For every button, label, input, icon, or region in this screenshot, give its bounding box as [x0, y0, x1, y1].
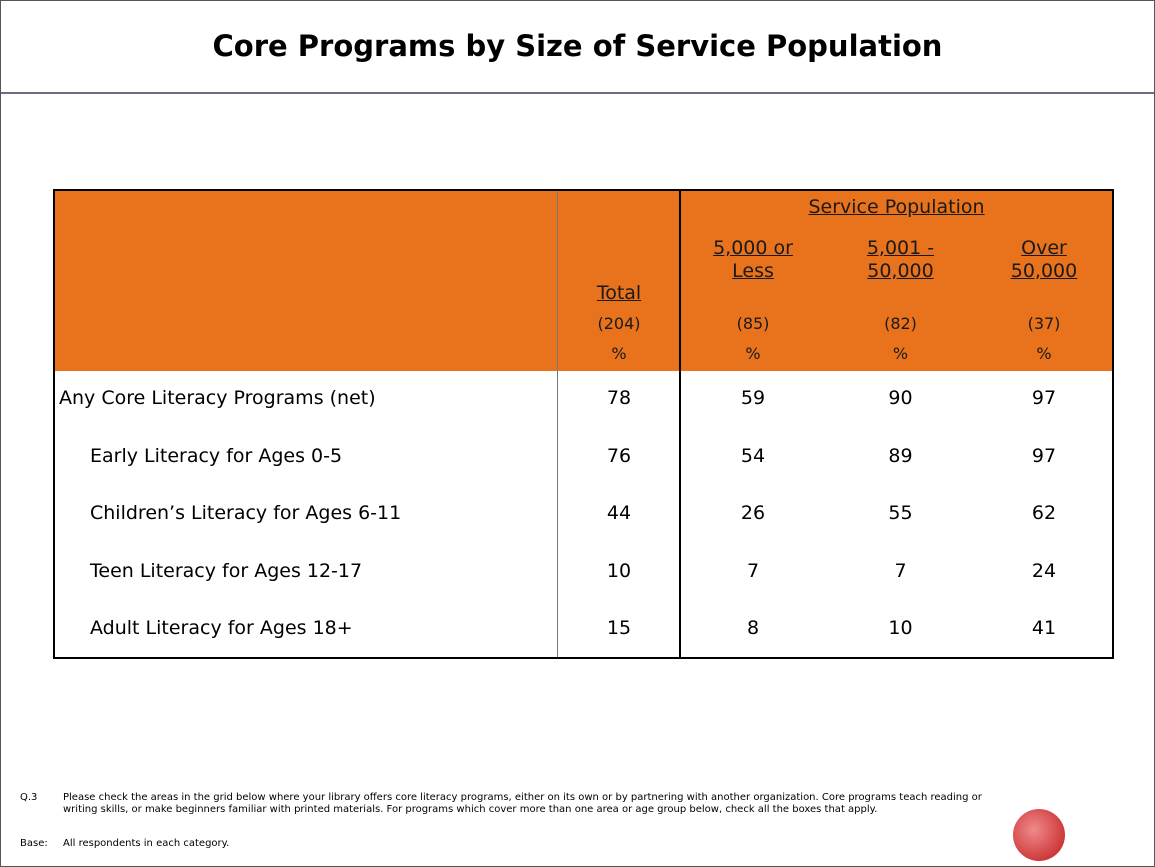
footnote-text: Please check the areas in the grid below…: [63, 792, 982, 815]
column-divider: [679, 191, 681, 657]
table-header: [55, 191, 1112, 371]
cell-value: 78: [606, 387, 632, 409]
cell-value: 41: [1031, 617, 1057, 639]
row-label: Any Core Literacy Programs (net): [59, 387, 376, 409]
cell-value: 10: [888, 617, 913, 639]
group-header: Service Population: [808, 196, 985, 218]
column-divider: [557, 191, 558, 657]
cell-value: 97: [1031, 387, 1057, 409]
column-base: (37): [1027, 314, 1061, 333]
slide-title: Core Programs by Size of Service Populat…: [212, 29, 943, 63]
column-label: Over 50,000: [1010, 237, 1078, 282]
cell-value: 59: [740, 387, 766, 409]
cell-value: 44: [606, 502, 632, 524]
cell-value: 76: [606, 444, 632, 467]
cell-value: 55: [888, 502, 913, 524]
row-label: Early Literacy for Ages 0-5: [90, 444, 343, 467]
cell-value: 8: [746, 617, 760, 639]
cell-value: 24: [1031, 559, 1057, 582]
cell-value: 97: [1031, 444, 1057, 467]
cell-value: 89: [888, 444, 913, 467]
column-label: 5,001 - 50,000: [866, 237, 935, 282]
cell-value: 10: [606, 559, 632, 582]
row-label: Children’s Literacy for Ages 6-11: [90, 502, 402, 524]
cell-value: 54: [740, 444, 766, 467]
footnote-text: All respondents in each category.: [63, 838, 230, 849]
cell-value: 26: [740, 502, 766, 524]
column-label: 5,000 or Less: [713, 237, 793, 282]
footnote-tag: Q.3: [20, 792, 38, 803]
column-label: Total: [596, 282, 642, 304]
column-base: (85): [736, 314, 770, 333]
column-unit: %: [611, 344, 627, 363]
cell-value: 62: [1031, 502, 1057, 524]
footnote-tag: Base:: [20, 838, 48, 849]
cell-value: 7: [894, 559, 907, 582]
column-unit: %: [892, 344, 909, 363]
title-rule: [1, 92, 1154, 94]
column-unit: %: [1036, 344, 1052, 363]
logo: [1013, 809, 1065, 861]
cell-value: 7: [746, 559, 760, 582]
data-table: Service Population Total (204)% 5,000 or Le…: [53, 189, 1114, 659]
cell-value: 15: [606, 617, 632, 639]
column-base: (82): [884, 314, 917, 333]
column-unit: %: [745, 344, 761, 363]
row-label: Adult Literacy for Ages 18+: [90, 617, 353, 639]
row-label: Teen Literacy for Ages 12-17: [90, 559, 363, 582]
cell-value: 90: [888, 387, 913, 409]
column-base: (204): [597, 314, 641, 333]
